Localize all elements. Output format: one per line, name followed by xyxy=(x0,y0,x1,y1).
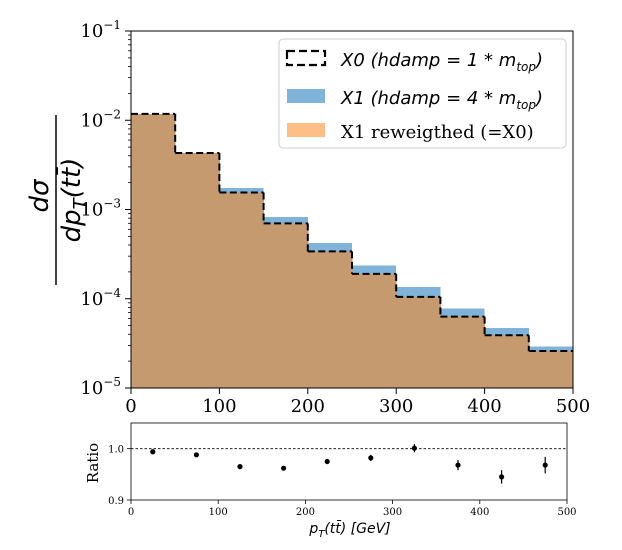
main-y-tick-base: 10 xyxy=(80,110,103,131)
main-y-tick-exp: −3 xyxy=(103,197,121,211)
main-y-tick-label-1: 10−4 xyxy=(80,286,121,310)
ratio-y-tick-label-1: 1.0 xyxy=(108,445,124,456)
reweighted-bar-9 xyxy=(528,350,574,388)
main-y-tick-base: 10 xyxy=(80,200,103,221)
y-label-denominator-dp: dp xyxy=(57,209,87,242)
main-y-axis-label: dσ dpT(tt̄) xyxy=(25,115,91,285)
ratio-x-tick-label-3: 300 xyxy=(383,507,402,518)
legend-label-reweighted: X1 reweigthed (=X0) xyxy=(341,122,534,143)
legend-swatch-x0 xyxy=(285,49,327,67)
main-y-tick-labels: 10−510−410−310−210−1 xyxy=(80,18,121,399)
main-y-tick-exp: −4 xyxy=(103,286,121,300)
y-label-denominator-sub: T xyxy=(70,196,91,209)
ratio-point-9 xyxy=(542,462,548,468)
legend-swatch-x1 xyxy=(287,89,325,103)
legend-label-x1-sub: top xyxy=(516,98,536,112)
legend-label-x1: X1 (hdamp = 4 * mtop) xyxy=(340,88,543,112)
ratio-x-tick-label-4: 400 xyxy=(470,507,489,518)
ratio-x-tick-labels: 0 100 200 300 400 500 xyxy=(128,507,577,518)
main-x-tick-label-5: 500 xyxy=(556,396,590,417)
main-plot-frame xyxy=(130,30,574,389)
legend-label-x1-main: X1 (hdamp = 4 * m xyxy=(340,88,516,109)
ratio-points xyxy=(150,444,548,484)
y-label-denominator: dpT(tt̄) xyxy=(55,158,91,243)
ratio-plot-frame xyxy=(130,422,568,501)
y-label-denominator-paren: (tt̄) xyxy=(55,158,87,199)
main-x-tick-label-4: 400 xyxy=(467,396,501,417)
main-x-tick-labels: 0 100 200 300 400 500 xyxy=(125,396,590,417)
ratio-x-tick-label-5: 500 xyxy=(557,507,576,518)
main-bars xyxy=(131,112,574,388)
reweighted-bar-1 xyxy=(175,152,220,388)
ratio-x-tick-label-0: 0 xyxy=(128,507,134,518)
legend-box xyxy=(278,38,567,149)
ratio-point-4 xyxy=(324,458,330,465)
main-x-tick-label-3: 300 xyxy=(379,396,413,417)
reweighted-bar-7 xyxy=(440,316,486,388)
main-x-tick-label-1: 100 xyxy=(202,396,236,417)
main-y-tick-base: 10 xyxy=(80,289,103,310)
legend-label-x1-suffix: ) xyxy=(534,88,543,109)
ratio-point-3 xyxy=(281,465,287,471)
y-label-numerator: dσ xyxy=(25,178,55,213)
ratio-point-6 xyxy=(411,445,417,451)
main-x-tick-label-0: 0 xyxy=(125,396,136,417)
reweighted-bar-2 xyxy=(219,192,265,388)
main-y-tick-exp: −5 xyxy=(103,375,121,389)
ratio-x-label-p: p xyxy=(308,521,318,537)
reweighted-bar-0 xyxy=(131,113,176,388)
main-y-tick-label-3: 10−2 xyxy=(80,107,121,131)
main-y-tick-exp: −1 xyxy=(103,18,121,32)
ratio-point-2 xyxy=(237,464,243,470)
legend-label-x0-main: X0 (hdamp = 1 * m xyxy=(340,50,516,71)
legend: X0 (hdamp = 1 * mtop) X1 (hdamp = 4 * mt… xyxy=(278,38,567,149)
reweighted-bar-3 xyxy=(263,223,309,388)
reweighted-bar-4 xyxy=(307,251,353,388)
ratio-x-axis-label: pT(tt̄) [GeV] xyxy=(308,519,390,540)
ratio-point-1 xyxy=(193,452,199,458)
legend-label-x0: X0 (hdamp = 1 * mtop) xyxy=(340,50,543,74)
legend-label-x0-sub: top xyxy=(516,60,536,74)
main-y-tick-label-0: 10−5 xyxy=(80,375,121,399)
legend-swatch-reweighted xyxy=(287,123,325,137)
main-y-tick-label-4: 10−1 xyxy=(80,18,121,42)
ratio-axis-ticks xyxy=(127,448,568,504)
main-y-tick-base: 10 xyxy=(80,21,103,42)
reweighted-bar-5 xyxy=(352,273,397,388)
ratio-point-8 xyxy=(499,474,505,480)
ratio-x-label-sub: T xyxy=(318,529,325,540)
ratio-point-0 xyxy=(150,449,156,455)
reweighted-bar-6 xyxy=(396,296,441,388)
ratio-point-7 xyxy=(455,462,461,468)
ratio-y-axis-label: Ratio xyxy=(84,443,102,483)
ratio-x-tick-label-2: 200 xyxy=(296,507,315,518)
ratio-x-label-rest: (tt̄) [GeV] xyxy=(324,519,390,537)
reweighted-bar-8 xyxy=(484,335,530,388)
main-y-tick-exp: −2 xyxy=(103,107,121,121)
legend-label-x0-suffix: ) xyxy=(534,50,543,71)
ratio-panel: 0.9 1.0 0 100 200 300 400 500 Ratio pT(tt̄) [G… xyxy=(84,422,577,540)
main-y-tick-label-2: 10−3 xyxy=(80,197,121,221)
ratio-x-tick-label-1: 100 xyxy=(209,507,228,518)
main-panel: 10−510−410−310−210−1 0 100 200 300 400 500 dσ… xyxy=(25,18,590,417)
ratio-y-tick-labels: 0.9 1.0 xyxy=(108,445,124,507)
ratio-point-5 xyxy=(368,455,374,461)
main-y-tick-base: 10 xyxy=(80,378,103,399)
ratio-y-tick-label-0: 0.9 xyxy=(108,496,124,507)
main-x-tick-label-2: 200 xyxy=(291,396,325,417)
